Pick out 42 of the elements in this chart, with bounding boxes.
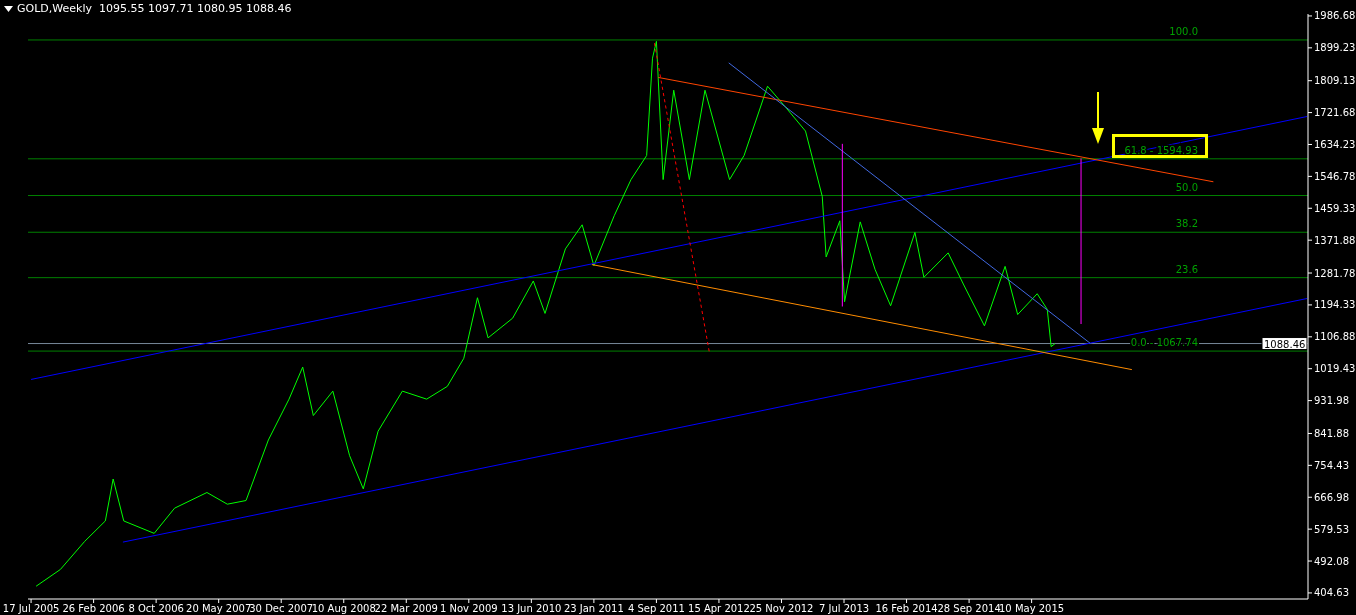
y-tick-label: 492.08 <box>1314 555 1349 567</box>
x-tick-label: 16 Feb 2014 <box>875 603 938 615</box>
y-tick-label: 1634.23 <box>1314 139 1356 151</box>
y-tick-label: 1106.88 <box>1314 331 1356 343</box>
y-tick-label: 1459.33 <box>1314 202 1356 214</box>
y-tick-label: 931.98 <box>1314 395 1349 407</box>
x-tick-label: 17 Jul 2005 <box>2 603 60 615</box>
y-tick-label: 754.43 <box>1314 459 1349 471</box>
x-tick-label: 7 Jul 2013 <box>818 603 870 615</box>
x-tick-label: 8 Oct 2006 <box>128 603 184 615</box>
y-tick-label: 841.88 <box>1314 428 1349 440</box>
y-tick-label: 1546.78 <box>1314 170 1356 182</box>
line-series <box>35 40 1056 587</box>
x-tick-label: 26 Feb 2006 <box>62 603 125 615</box>
x-tick-label: 23 Jan 2011 <box>563 603 624 615</box>
x-tick-label: 20 May 2007 <box>186 603 252 615</box>
y-tick-label: 1281.78 <box>1314 267 1356 279</box>
y-tick-label: 1899.23 <box>1314 42 1356 54</box>
annotation: 38.2 <box>1175 218 1198 230</box>
y-tick-label: 1986.68 <box>1314 10 1356 22</box>
annotation: 50.0 <box>1175 181 1198 193</box>
x-tick-label: 22 Mar 2009 <box>374 603 438 615</box>
x-tick-label: 10 May 2015 <box>999 603 1065 615</box>
y-tick-label: 404.63 <box>1314 587 1349 599</box>
x-tick-label: 15 Apr 2012 <box>688 603 750 615</box>
chart-title: GOLD,Weekly 1095.55 1097.71 1080.95 1088.46 <box>17 2 292 15</box>
y-tick-label: 1371.88 <box>1314 234 1356 246</box>
y-tick-label: 666.98 <box>1314 491 1349 503</box>
ref-line-label: 1088.46 <box>1264 338 1306 350</box>
y-tick-label: 579.53 <box>1314 523 1349 535</box>
annotation: 23.6 <box>1175 263 1198 275</box>
x-tick-label: 25 Nov 2012 <box>749 603 814 615</box>
x-tick-label: 28 Sep 2014 <box>937 603 1001 615</box>
y-tick-label: 1809.13 <box>1314 75 1356 87</box>
x-tick-label: 1 Nov 2009 <box>439 603 498 615</box>
annotation: 100.0 <box>1169 25 1198 37</box>
y-tick-label: 1019.43 <box>1314 363 1356 375</box>
x-tick-label: 4 Sep 2011 <box>627 603 685 615</box>
x-tick-label: 30 Dec 2007 <box>249 603 314 615</box>
x-tick-label: 13 Jun 2010 <box>501 603 562 615</box>
y-tick-label: 1194.33 <box>1314 299 1356 311</box>
y-tick-label: 1721.68 <box>1314 107 1356 119</box>
